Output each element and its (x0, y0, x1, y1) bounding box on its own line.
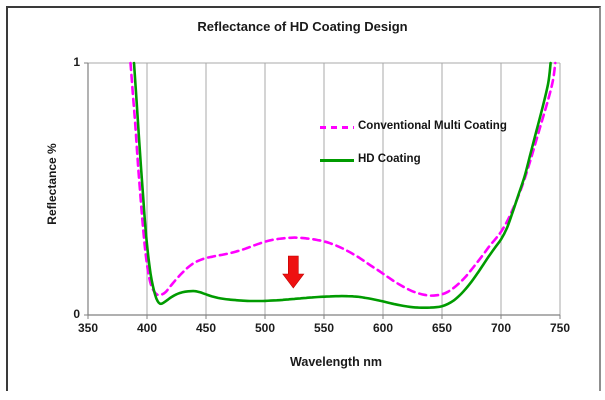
series-line-conventional (129, 61, 557, 297)
legend-swatch-dashed-magenta (320, 126, 354, 129)
red-down-arrow-icon (282, 255, 305, 289)
x-tick-label-700: 700 (490, 321, 512, 335)
x-tick-label-600: 600 (372, 321, 394, 335)
x-tick-label-750: 750 (549, 321, 571, 335)
x-tick-label-400: 400 (136, 321, 158, 335)
series-line-hd (132, 61, 552, 310)
x-tick-label-650: 650 (431, 321, 453, 335)
x-tick-label-550: 550 (313, 321, 335, 335)
y-tick-label-1: 1 (73, 55, 80, 69)
legend-swatch-solid-green (320, 159, 354, 162)
legend-label-hd: HD Coating (358, 153, 421, 165)
y-axis-label: Reflectance % (45, 143, 59, 225)
legend-label-conventional: Conventional Multi Coating (358, 120, 507, 132)
chart-title: Reflectance of HD Coating Design (197, 19, 408, 34)
x-tick-label-450: 450 (195, 321, 217, 335)
x-tick-label-500: 500 (254, 321, 276, 335)
x-tick-label-350: 350 (77, 321, 99, 335)
x-axis-label: Wavelength nm (290, 355, 382, 369)
y-tick-label-0: 0 (73, 307, 80, 321)
